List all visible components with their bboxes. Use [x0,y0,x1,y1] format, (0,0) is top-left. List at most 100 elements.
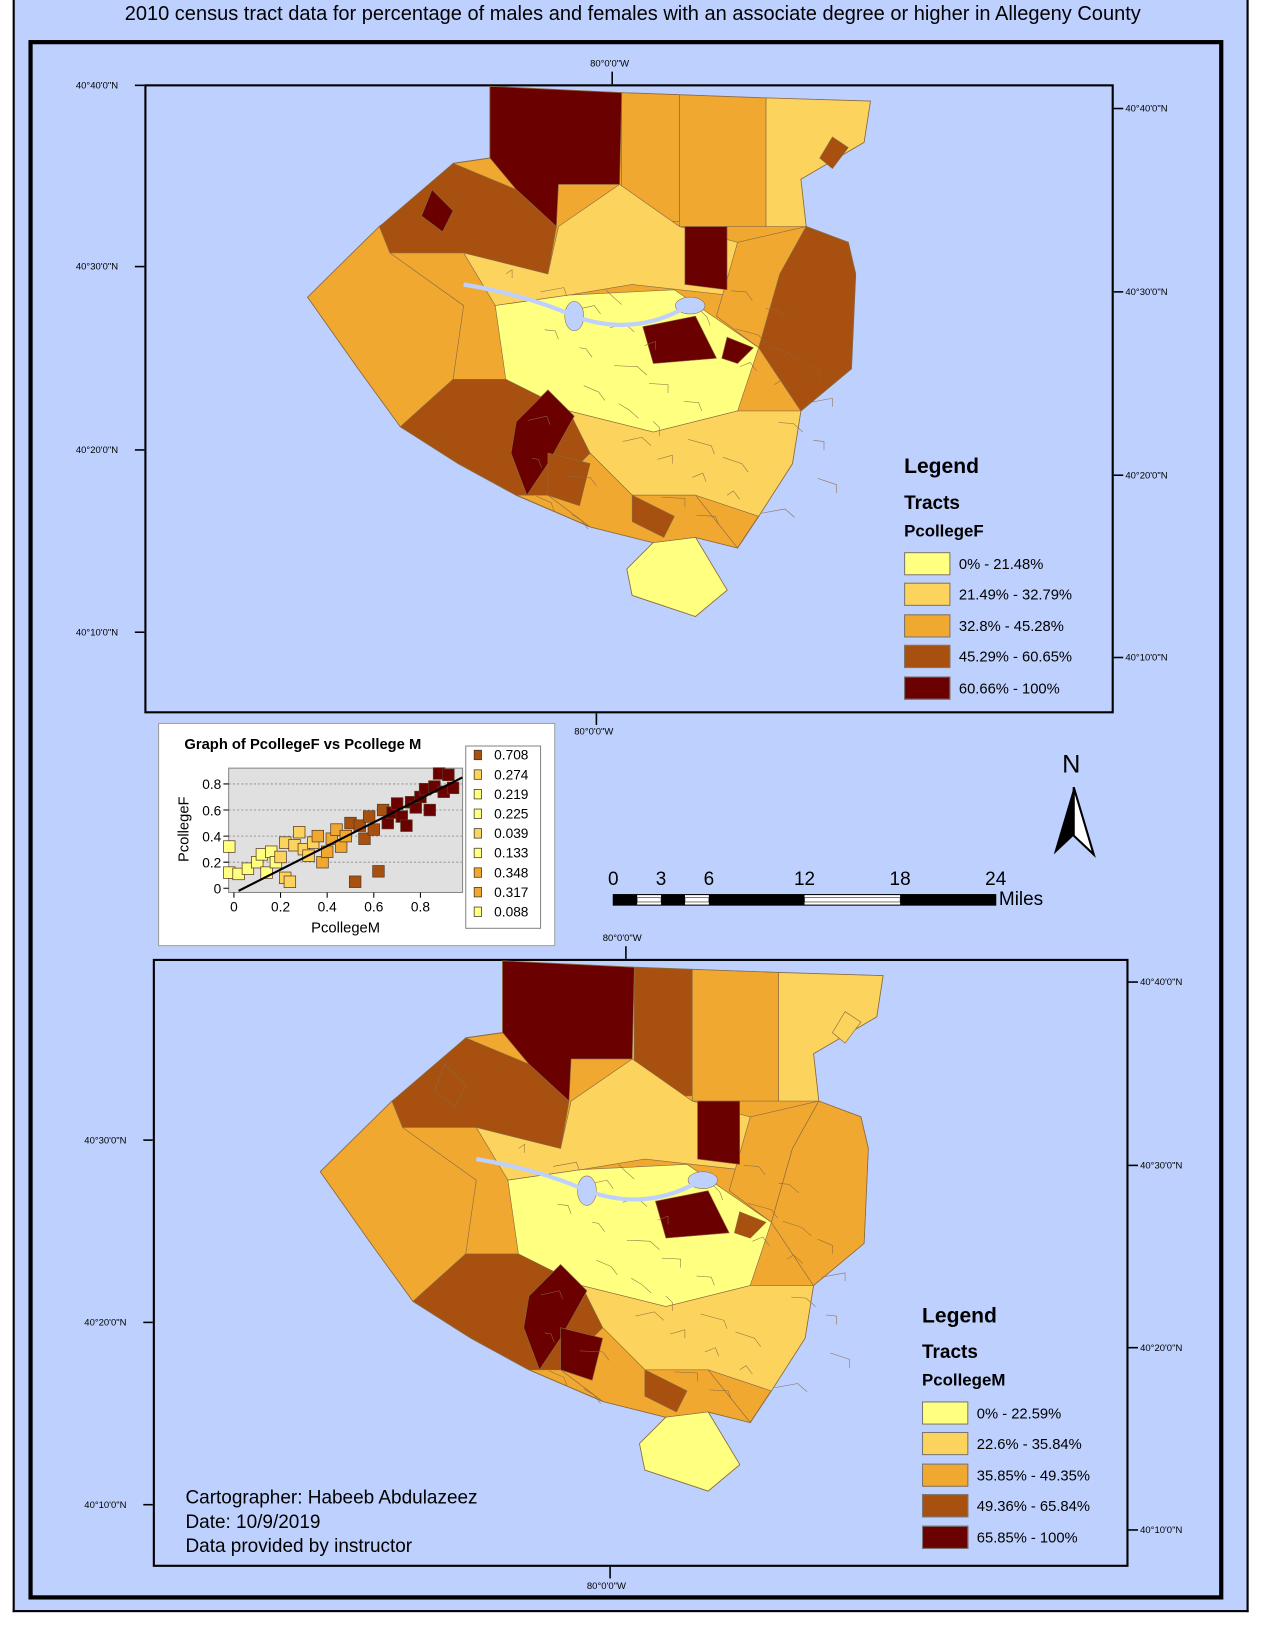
data-point[interactable] [283,875,297,888]
data-point[interactable] [372,865,385,878]
census-tract[interactable] [378,162,557,275]
tract-boundary [748,1203,778,1219]
tract-boundary [635,1311,665,1321]
scale-units: Miles [998,888,1044,910]
tract-boundary [505,269,513,279]
legend-item: 35.85% - 49.35% [921,1459,1090,1490]
scale-segment [613,894,638,906]
y-tick-label: 0.8 [202,777,221,792]
graph-legend-label: 0.133 [494,846,529,861]
tract-boundary [782,1220,812,1237]
graticule-label: 40°40'0"N [75,80,119,91]
census-tract[interactable] [421,189,454,233]
census-tract[interactable] [728,1100,820,1223]
data-point[interactable] [367,823,380,836]
data-point[interactable] [423,803,436,817]
x-tick-label: 0.6 [364,899,383,914]
census-tract[interactable] [765,97,871,227]
tract-boundary [752,1236,770,1246]
river [463,282,686,327]
census-tract[interactable] [631,494,675,538]
tract-boundary [622,436,652,446]
tract-boundary [618,1164,635,1180]
tract-boundary [544,1332,555,1343]
legend-item: 60.66% - 100% [904,672,1072,703]
census-tract[interactable] [433,1063,467,1107]
census-tract[interactable] [547,452,591,507]
data-point[interactable] [400,819,413,832]
graph-legend-swatch [473,808,482,819]
census-tract[interactable] [655,1190,730,1239]
tract-boundary [605,289,622,305]
census-tract[interactable] [721,336,754,364]
scatter-graph[interactable]: Graph of PcollegeF vs Pcollege M 0 0.2 0.4 0… [158,722,556,947]
census-tract[interactable] [697,1100,741,1165]
census-tract[interactable] [639,1411,741,1492]
tract-boundary [579,1350,610,1361]
tract-boundary [696,1275,715,1286]
graticule-label: 40°40'0"N [1140,976,1183,988]
graph-legend-swatch [473,769,482,780]
tract-boundary [670,1329,686,1339]
tract-boundary [614,365,648,376]
tract-boundary [766,308,787,319]
census-tract[interactable] [734,1211,767,1239]
census-tract[interactable] [502,960,635,1102]
tract-boundary [583,385,606,401]
legend-layer: Tracts [921,1341,978,1363]
map-frame-female[interactable] [144,84,1114,714]
x-tick-label: 0.4 [318,899,337,914]
tract-boundary [518,1143,526,1153]
x-tick-label: 0 [230,899,238,914]
tract-boundary [540,1290,563,1300]
census-tract[interactable] [307,225,464,428]
census-tract[interactable] [626,537,728,617]
census-tract[interactable] [642,315,718,364]
legend-field: PcollegeF [904,522,984,541]
legend-item: 32.8% - 45.28% [904,610,1072,641]
map-frame-male[interactable] [152,958,1129,1567]
census-tract[interactable] [391,1037,570,1149]
y-tick-label: 0 [214,882,222,897]
tract-boundary [817,1238,833,1254]
data-point[interactable] [241,862,255,875]
census-tract[interactable] [716,226,807,349]
graticule-label: 40°40'0"N [1125,103,1168,114]
tract-boundary [726,490,740,500]
census-tract[interactable] [832,1011,862,1044]
census-tract[interactable] [778,972,884,1102]
scale-segment [661,894,685,906]
census-tract[interactable] [819,136,849,170]
tract-boundary [743,1165,766,1176]
legend-item: 49.36% - 65.84% [921,1490,1090,1521]
y-tick-label: 0.6 [202,803,221,818]
tract-boundary [570,513,589,530]
census-tract[interactable] [684,226,728,291]
tract-boundary [774,380,791,390]
data-point[interactable] [274,850,287,864]
census-tract[interactable] [489,86,623,228]
data-point[interactable] [358,832,371,845]
census-tract[interactable] [644,1369,688,1413]
data-point[interactable] [311,829,325,843]
data-point[interactable] [223,840,236,853]
data-point[interactable] [330,823,343,836]
data-point[interactable] [293,826,306,839]
data-point[interactable] [348,875,362,888]
tract-boundary [774,1383,808,1393]
data-point[interactable] [390,797,404,810]
tract-boundary [786,1254,804,1264]
graticule-label: 40°10'0"N [75,626,119,638]
census-tract[interactable] [560,1327,604,1381]
tract-boundary [735,1331,761,1347]
graph-legend-swatch [473,828,482,839]
tract-boundary [692,472,707,482]
data-point[interactable] [442,768,455,781]
tract-boundary [657,1215,669,1225]
tract-boundary [631,1277,652,1294]
data-point[interactable] [362,810,376,823]
census-tract[interactable] [691,969,780,1102]
graph-legend-swatch [473,749,482,761]
census-tract[interactable] [319,1100,477,1302]
